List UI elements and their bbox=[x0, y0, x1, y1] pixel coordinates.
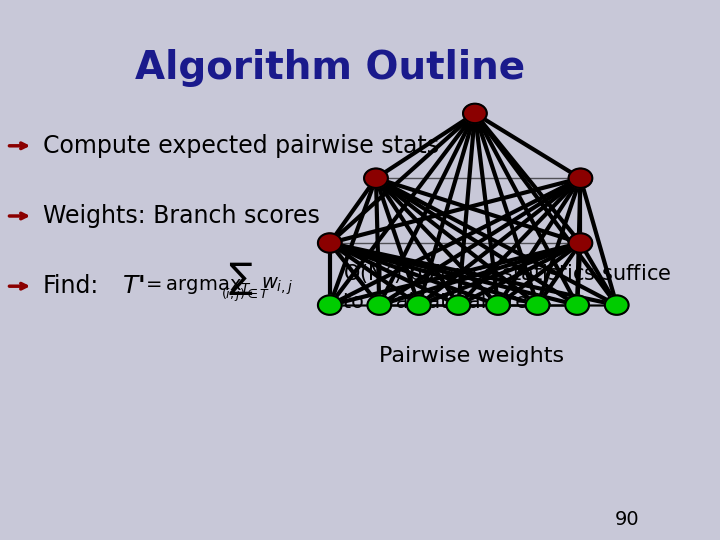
Text: Weights: Branch scores: Weights: Branch scores bbox=[43, 204, 320, 228]
Text: O(N$^2$) pairwise statistics suffice
to evaluate all trees: O(N$^2$) pairwise statistics suffice to … bbox=[343, 259, 671, 312]
Text: $= \mathrm{argmax}_T$: $= \mathrm{argmax}_T$ bbox=[142, 276, 252, 296]
Circle shape bbox=[565, 295, 589, 315]
Text: $\sum$: $\sum$ bbox=[228, 260, 253, 296]
Text: $(i,j)\in T$: $(i,j)\in T$ bbox=[221, 286, 270, 303]
Circle shape bbox=[463, 104, 487, 123]
Circle shape bbox=[364, 168, 388, 188]
Circle shape bbox=[446, 295, 470, 315]
Circle shape bbox=[569, 233, 593, 253]
Circle shape bbox=[367, 295, 391, 315]
Text: Find:: Find: bbox=[43, 274, 99, 298]
Circle shape bbox=[526, 295, 549, 315]
Circle shape bbox=[569, 168, 593, 188]
Circle shape bbox=[407, 295, 431, 315]
Circle shape bbox=[318, 233, 342, 253]
Text: Algorithm Outline: Algorithm Outline bbox=[135, 49, 525, 86]
Text: Compute expected pairwise stats: Compute expected pairwise stats bbox=[43, 134, 439, 158]
Circle shape bbox=[605, 295, 629, 315]
Text: $\mathit{T}$': $\mathit{T}$' bbox=[122, 274, 145, 298]
Text: Pairwise weights: Pairwise weights bbox=[379, 346, 564, 366]
Circle shape bbox=[318, 295, 342, 315]
Circle shape bbox=[486, 295, 510, 315]
Text: 90: 90 bbox=[615, 510, 640, 529]
Text: $w_{i,j}$: $w_{i,j}$ bbox=[261, 275, 293, 297]
